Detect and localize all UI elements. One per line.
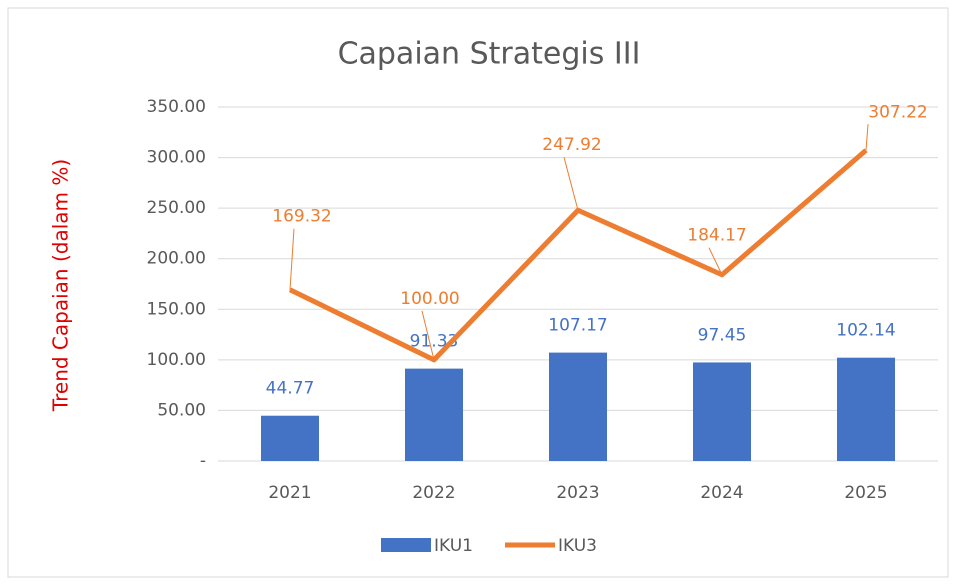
data-label: 184.17: [687, 226, 746, 246]
x-tick-label: 2022: [412, 483, 455, 503]
y-tick-label: 50.00: [157, 400, 206, 420]
y-tick-label: 350.00: [147, 97, 206, 117]
bar: [261, 415, 319, 461]
bar: [693, 362, 751, 461]
y-tick-label: 150.00: [147, 299, 206, 319]
data-label: 44.77: [266, 379, 315, 399]
leader-line: [708, 247, 723, 275]
data-label: 102.14: [836, 321, 895, 341]
legend-label: IKU1: [434, 536, 473, 556]
legend-swatch: [381, 538, 431, 552]
x-tick-label: 2025: [844, 483, 887, 503]
chart-title: Capaian Strategis III: [338, 37, 641, 72]
y-axis-label: Trend Capaian (dalam %): [49, 159, 73, 412]
legend-label: IKU3: [558, 536, 597, 556]
leader-line: [421, 310, 435, 360]
y-tick-label: 250.00: [147, 198, 206, 218]
leader-line: [865, 124, 869, 151]
x-tick-label: 2023: [556, 483, 599, 503]
y-tick-label: 200.00: [147, 249, 206, 269]
leader-line: [289, 228, 295, 290]
data-label: 169.32: [272, 207, 331, 227]
data-label: 107.17: [548, 316, 607, 336]
chart-border: [7, 7, 949, 578]
data-label: 97.45: [698, 325, 747, 345]
bar: [837, 357, 895, 461]
bar: [405, 368, 463, 461]
line: [288, 148, 868, 363]
y-tick-label: -: [200, 451, 206, 471]
bar: [549, 352, 607, 461]
y-tick-label: 100.00: [147, 350, 206, 370]
data-label: 307.22: [868, 102, 927, 122]
leader-line: [563, 157, 579, 211]
data-label: 100.00: [400, 289, 459, 309]
x-tick-label: 2021: [268, 483, 311, 503]
y-tick-label: 300.00: [147, 148, 206, 168]
data-label: 247.92: [542, 135, 601, 155]
x-tick-label: 2024: [700, 483, 743, 503]
